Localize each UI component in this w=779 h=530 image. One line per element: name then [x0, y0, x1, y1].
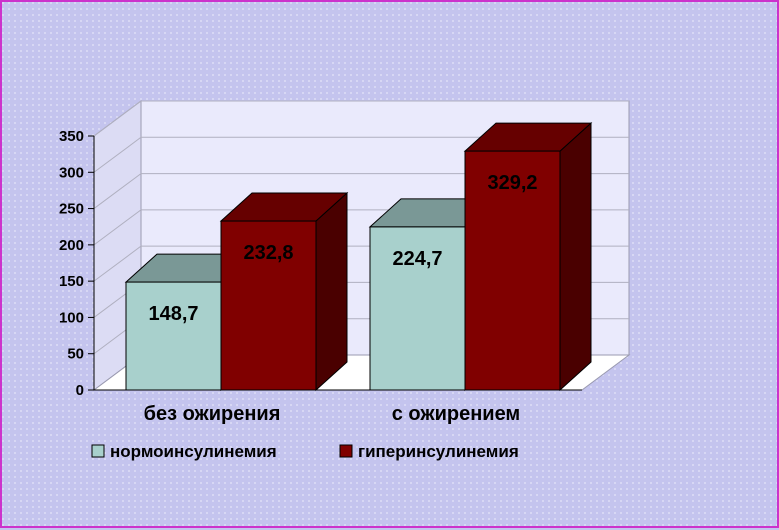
- y-tick-label: 0: [76, 382, 84, 399]
- y-tick-label: 250: [59, 201, 84, 218]
- y-tick-label: 350: [59, 128, 84, 145]
- gridline: [93, 100, 629, 137]
- gridline: [93, 136, 629, 173]
- bar-side: [559, 121, 592, 392]
- bar: [369, 226, 466, 391]
- data-label: 329,2: [487, 172, 537, 194]
- y-tick-label: 100: [59, 309, 84, 326]
- bar: [125, 281, 222, 391]
- bar-side: [315, 191, 348, 392]
- y-tick-label: 200: [59, 237, 84, 254]
- legend-label: нормоинсулинемия: [110, 442, 277, 461]
- legend-swatch: [339, 444, 353, 458]
- x-category-label: с ожирением: [392, 403, 520, 425]
- y-tick-label: 150: [59, 273, 84, 290]
- y-tick-label: 50: [67, 346, 84, 363]
- legend-label: гиперинсулинемия: [358, 442, 519, 461]
- y-tick-label: 300: [59, 164, 84, 181]
- data-label: 148,7: [148, 303, 198, 325]
- bar: [464, 150, 561, 391]
- bar: [220, 220, 317, 391]
- x-category-label: без ожирения: [144, 403, 281, 425]
- data-label: 224,7: [392, 248, 442, 270]
- data-label: 232,8: [243, 242, 293, 264]
- legend-swatch: [91, 444, 105, 458]
